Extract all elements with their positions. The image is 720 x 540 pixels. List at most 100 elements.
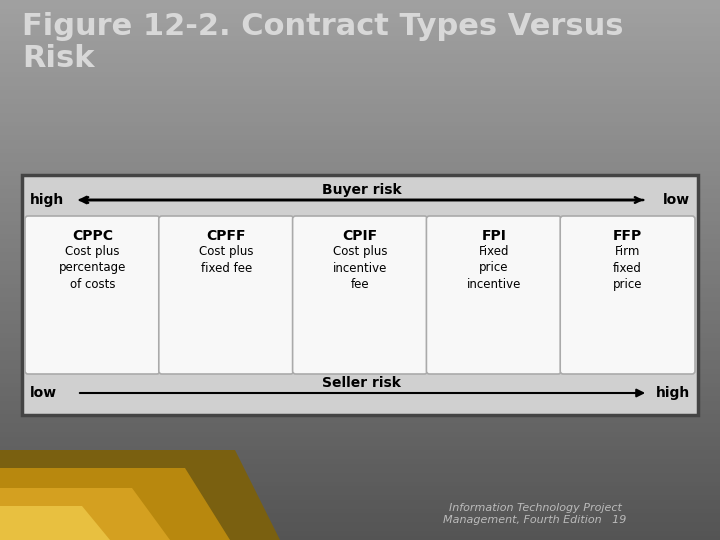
Bar <box>0 328 720 333</box>
Bar <box>0 40 720 45</box>
Bar <box>0 252 720 256</box>
Text: CPPC: CPPC <box>72 229 113 243</box>
Bar <box>0 490 720 495</box>
Bar <box>0 450 720 455</box>
Bar <box>0 315 720 320</box>
Bar <box>0 418 720 423</box>
Bar <box>0 9 720 14</box>
FancyBboxPatch shape <box>426 216 561 374</box>
Bar <box>0 432 720 436</box>
Bar <box>0 139 720 144</box>
Bar <box>0 117 720 122</box>
Bar <box>0 158 720 162</box>
Bar <box>0 135 720 139</box>
Bar <box>0 36 720 40</box>
Bar <box>0 423 720 428</box>
Bar <box>0 409 720 414</box>
Bar <box>0 198 720 202</box>
Bar <box>0 0 720 4</box>
Text: Cost plus
fixed fee: Cost plus fixed fee <box>199 245 253 274</box>
Bar <box>0 526 720 531</box>
Bar <box>0 261 720 266</box>
Bar <box>0 256 720 261</box>
Bar <box>0 63 720 68</box>
Text: Fixed
price
incentive: Fixed price incentive <box>467 245 521 291</box>
Text: Seller risk: Seller risk <box>322 376 401 390</box>
Bar <box>0 180 720 185</box>
Bar <box>0 288 720 293</box>
FancyBboxPatch shape <box>25 216 160 374</box>
Text: Information Technology Project
Management, Fourth Edition   19: Information Technology Project Managemen… <box>444 503 626 525</box>
Bar <box>0 459 720 463</box>
Bar <box>0 68 720 72</box>
Bar <box>0 234 720 239</box>
Bar <box>0 85 720 90</box>
Bar <box>0 396 720 401</box>
Text: FPI: FPI <box>482 229 506 243</box>
Bar <box>0 212 720 216</box>
Bar <box>0 495 720 500</box>
Bar <box>0 122 720 126</box>
Bar <box>0 482 720 486</box>
Bar <box>0 477 720 482</box>
Bar <box>0 333 720 338</box>
Text: FFP: FFP <box>613 229 642 243</box>
Bar <box>0 144 720 148</box>
Bar <box>0 405 720 409</box>
Bar <box>0 162 720 166</box>
Bar <box>0 131 720 135</box>
Bar <box>0 324 720 328</box>
Bar <box>0 297 720 301</box>
Text: Buyer risk: Buyer risk <box>322 183 401 197</box>
Bar <box>0 45 720 50</box>
Bar <box>0 225 720 229</box>
Bar <box>0 382 720 387</box>
Bar <box>0 320 720 324</box>
Bar <box>0 455 720 459</box>
Bar <box>0 94 720 99</box>
Bar <box>0 4 720 9</box>
Bar <box>0 284 720 288</box>
Bar <box>0 293 720 297</box>
Bar <box>0 153 720 158</box>
FancyBboxPatch shape <box>560 216 695 374</box>
Bar <box>0 414 720 418</box>
Text: Risk: Risk <box>22 44 94 73</box>
Bar <box>0 72 720 77</box>
Bar <box>0 531 720 536</box>
Bar <box>0 472 720 477</box>
Bar <box>0 486 720 490</box>
Bar <box>0 374 720 378</box>
Bar <box>0 50 720 54</box>
Bar <box>0 81 720 85</box>
Bar <box>0 369 720 374</box>
Text: Firm
fixed
price: Firm fixed price <box>613 245 642 291</box>
Bar <box>0 387 720 392</box>
Bar <box>0 112 720 117</box>
Bar <box>0 18 720 23</box>
Bar <box>0 392 720 396</box>
Bar <box>0 126 720 131</box>
Bar <box>0 446 720 450</box>
Bar <box>0 193 720 198</box>
Text: high: high <box>30 193 64 207</box>
Bar <box>0 99 720 104</box>
Bar <box>0 230 720 234</box>
Bar <box>0 54 720 58</box>
Bar <box>0 306 720 310</box>
Bar <box>0 463 720 468</box>
Bar <box>0 104 720 108</box>
Text: Figure 12-2. Contract Types Versus: Figure 12-2. Contract Types Versus <box>22 12 624 41</box>
Bar <box>0 279 720 284</box>
Bar <box>0 171 720 176</box>
Text: low: low <box>30 386 57 400</box>
Bar <box>0 513 720 517</box>
Bar <box>0 378 720 382</box>
Bar <box>0 351 720 355</box>
Bar <box>0 58 720 63</box>
Bar <box>0 338 720 342</box>
Bar <box>0 310 720 315</box>
Bar <box>0 77 720 81</box>
Bar <box>0 90 720 94</box>
Bar <box>0 220 720 225</box>
